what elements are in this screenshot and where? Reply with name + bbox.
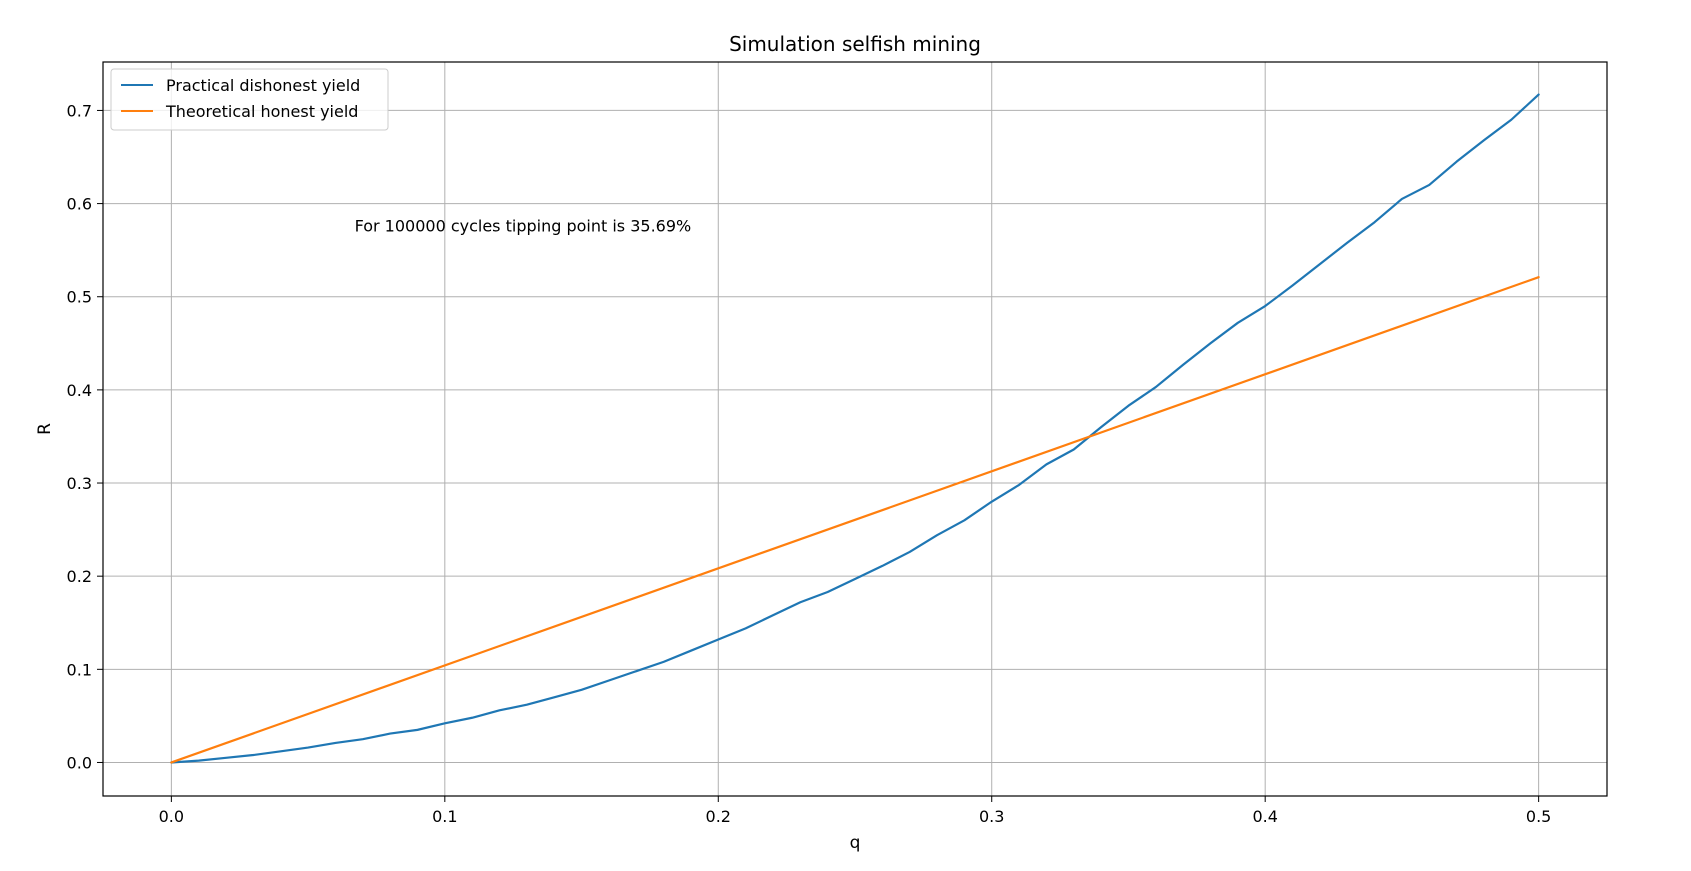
series-layer bbox=[170, 93, 1540, 764]
y-tick-label: 0.4 bbox=[67, 381, 92, 400]
legend-label-theoretical: Theoretical honest yield bbox=[165, 102, 358, 121]
x-tick-label: 0.0 bbox=[159, 807, 184, 826]
y-tick-label: 0.2 bbox=[67, 567, 92, 586]
chart-title: Simulation selfish mining bbox=[729, 32, 981, 56]
grid-lines bbox=[103, 62, 1607, 796]
plot-frame bbox=[102, 61, 1608, 797]
y-tick-label: 0.1 bbox=[67, 660, 92, 679]
y-tick-label: 0.7 bbox=[67, 101, 92, 120]
series-line-practical bbox=[170, 93, 1540, 764]
x-tick-label: 0.2 bbox=[706, 807, 731, 826]
series-line-theoretical bbox=[170, 276, 1540, 764]
y-tick-label: 0.3 bbox=[67, 474, 92, 493]
x-tick-label: 0.4 bbox=[1252, 807, 1277, 826]
x-tick-label: 0.5 bbox=[1526, 807, 1551, 826]
legend: Practical dishonest yield Theoretical ho… bbox=[110, 68, 389, 131]
y-axis-label: R bbox=[35, 423, 55, 435]
x-axis-label: q bbox=[850, 833, 861, 853]
x-tick-label: 0.3 bbox=[979, 807, 1004, 826]
tipping-point-annotation: For 100000 cycles tipping point is 35.69… bbox=[355, 217, 692, 236]
y-tick-label: 0.5 bbox=[67, 288, 92, 307]
ticks: 0.0 0.1 0.2 0.3 0.4 0.5 0.0 0.1 0.2 0.3 0.4 0.5 0.6 0… bbox=[67, 101, 1552, 826]
legend-box bbox=[110, 68, 389, 131]
y-tick-label: 0.6 bbox=[67, 195, 92, 214]
x-tick-label: 0.1 bbox=[432, 807, 457, 826]
y-tick-label: 0.0 bbox=[67, 753, 92, 772]
legend-label-practical: Practical dishonest yield bbox=[166, 76, 360, 95]
